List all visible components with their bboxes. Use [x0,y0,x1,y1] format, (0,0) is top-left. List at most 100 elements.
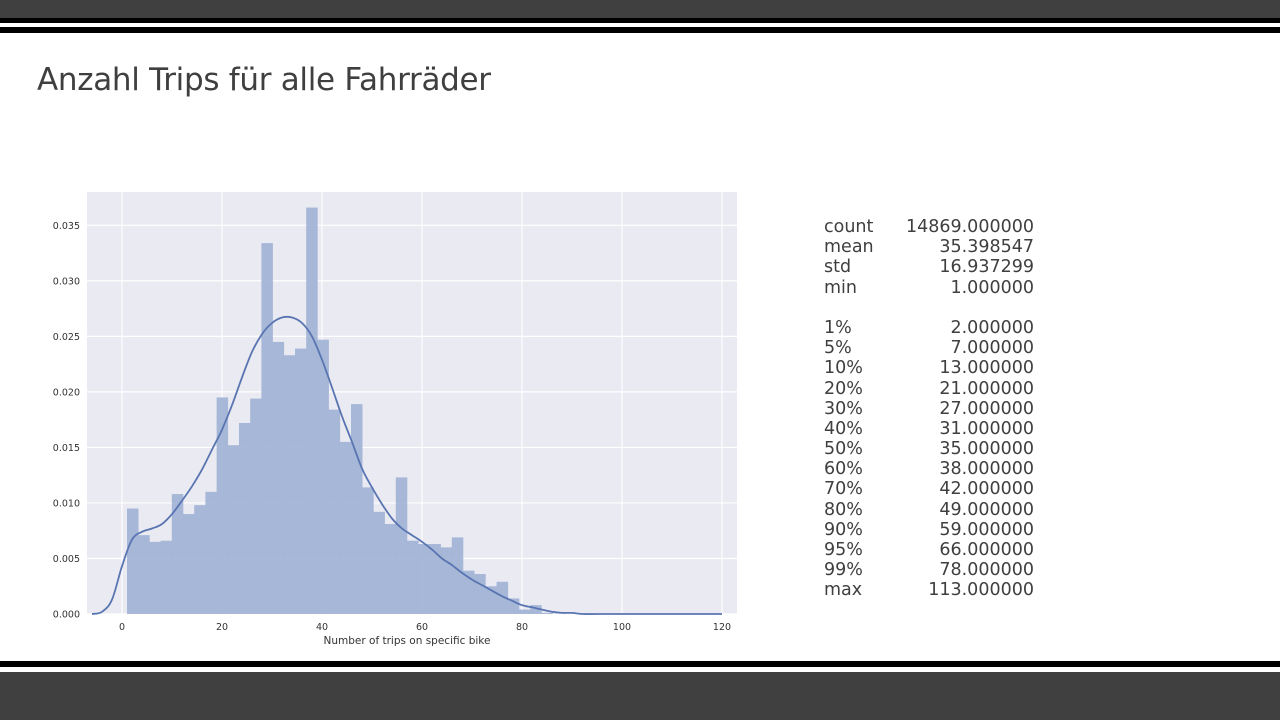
y-tick-label: 0.025 [53,332,80,343]
stat-value: 66.000000 [939,540,1034,560]
histogram-bar [507,598,520,614]
x-tick-label: 100 [613,622,631,633]
slide-title: Anzahl Trips für alle Fahrräder [37,62,491,98]
histogram-bar [317,339,329,614]
stat-row-40pct: 40% 31.000000 [824,419,1064,439]
stat-label: 30% [824,398,863,419]
histogram-bar [227,445,240,614]
chart-canvas: 0.000 0.005 0.010 0.015 0.020 0.025 0.030 0.035… [53,192,737,647]
histogram-bar [272,341,285,614]
top-frame-line [0,18,1280,23]
x-tick-label: 80 [516,622,528,633]
histogram-bar [429,544,441,614]
histogram-bar [373,511,385,614]
kde-curve [91,315,722,615]
stat-row-99pct: 99% 78.000000 [824,560,1064,580]
x-tick-label: 120 [713,622,731,633]
stat-row-95pct: 95% 66.000000 [824,540,1064,560]
histogram-bar [463,570,475,614]
stat-value: 38.000000 [939,459,1034,480]
histogram-bar [530,605,542,614]
x-tick-label: 40 [316,622,328,633]
stat-label: 10% [824,358,863,379]
stat-label: 20% [824,378,863,399]
histogram-bar [205,491,217,614]
stat-label: 95% [824,540,863,560]
histogram-bar [407,540,419,614]
stat-label: 50% [824,439,863,460]
y-tick-label: 0.035 [53,221,80,232]
stat-value: 13.000000 [939,358,1034,379]
y-tick-label: 0.015 [53,443,80,454]
histogram-bar [474,574,486,614]
histogram-bar [362,487,374,614]
x-tick-label: 20 [216,622,228,633]
stat-label: count [824,217,874,237]
stat-value: 2.000000 [950,317,1034,338]
stat-value: 42.000000 [939,479,1034,500]
histogram-bar [183,514,195,614]
y-tick-label: 0.020 [53,387,80,398]
histogram-bar [418,544,430,614]
bottom-frame-line [0,661,1280,667]
histogram-bar [261,243,273,614]
stat-row-80pct: 80% 49.000000 [824,500,1064,520]
histogram-bar [541,612,553,614]
stat-label: mean [824,237,874,258]
x-tick-label: 0 [119,622,125,633]
stat-value: 35.000000 [939,439,1034,460]
stat-value: 1.000000 [950,277,1034,298]
stat-value: 7.000000 [950,338,1034,359]
stat-row-1pct: 1% 2.000000 [824,318,1064,338]
stat-value: 21.000000 [939,378,1034,399]
histogram-bar [440,547,453,614]
stat-label: 40% [824,418,863,439]
stat-value: 78.000000 [939,560,1034,581]
stat-value: 35.398547 [939,237,1034,258]
histogram-bar [306,207,318,614]
histogram-bar [239,422,251,614]
stat-row-min: min 1.000000 [824,278,1064,298]
histogram-bar [339,441,352,614]
stat-value: 113.000000 [928,580,1034,601]
statistics-table: count 14869.000000 mean 35.398547 std 16.9372… [824,217,1064,601]
stat-row-50pct: 50% 35.000000 [824,439,1064,459]
stat-value: 59.000000 [939,519,1034,540]
stat-label: 1% [824,317,852,338]
histogram-bar [250,398,262,614]
histogram-bar [519,609,531,614]
histogram-bar [496,581,509,614]
histogram-chart: 0.000 0.005 0.010 0.015 0.020 0.025 0.030 0.035… [40,185,750,650]
histogram-bar [451,537,464,614]
histogram-bar [216,397,229,614]
stat-row-20pct: 20% 21.000000 [824,379,1064,399]
stat-value: 31.000000 [939,418,1034,439]
stat-label: 70% [824,479,863,500]
y-tick-label: 0.010 [53,498,80,509]
stat-value: 16.937299 [939,257,1034,278]
histogram-bar [295,348,307,614]
histogram-bar [328,409,341,614]
stat-label: 60% [824,459,863,480]
stat-value: 14869.000000 [905,217,1034,237]
histogram-bar [149,541,161,614]
histogram-bar [127,508,139,614]
stat-spacer [824,298,1064,318]
histogram-bar [351,404,363,614]
y-tick-label: 0.030 [53,276,80,287]
stat-row-count: count 14869.000000 [824,217,1064,237]
stat-label: 90% [824,519,863,540]
stat-label: 99% [824,560,863,581]
stat-value: 27.000000 [939,398,1034,419]
stat-row-max: max 113.000000 [824,580,1064,600]
histogram-bar [194,505,206,614]
stat-label: 5% [824,338,852,359]
histogram-bar [485,586,497,614]
top-frame-band [0,0,1280,18]
histogram-bar [171,494,184,614]
y-tick-label: 0.000 [53,610,80,621]
x-axis-label: Number of trips on specific bike [324,635,491,647]
stat-row-10pct: 10% 13.000000 [824,358,1064,378]
stat-row-30pct: 30% 27.000000 [824,399,1064,419]
histogram-bar [395,477,408,614]
